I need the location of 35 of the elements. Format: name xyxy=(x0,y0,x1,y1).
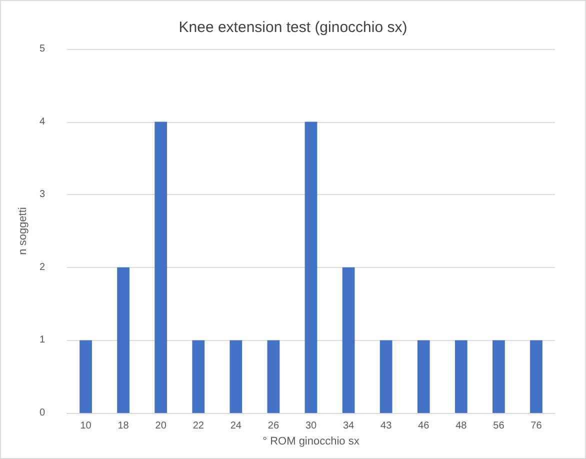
bar xyxy=(80,340,92,413)
y-tick-label: 3 xyxy=(39,189,46,200)
bar xyxy=(492,340,505,413)
x-tick-label: 48 xyxy=(456,420,468,432)
bar xyxy=(417,340,430,413)
bar xyxy=(117,267,130,413)
bar xyxy=(380,340,392,413)
y-axis-title: n soggetti xyxy=(17,207,30,255)
x-tick-label: 24 xyxy=(230,420,242,432)
x-tick-label: 10 xyxy=(80,420,92,432)
bar xyxy=(267,340,280,413)
bar xyxy=(230,340,242,413)
bar xyxy=(154,122,168,413)
bar xyxy=(192,340,205,413)
y-tick-label: 0 xyxy=(39,408,46,418)
bar xyxy=(342,267,355,413)
bar xyxy=(530,340,542,413)
bar xyxy=(454,340,468,413)
x-tick-label: 26 xyxy=(268,420,280,432)
x-tick-label: 30 xyxy=(305,420,317,432)
y-tick-label: 4 xyxy=(39,116,46,128)
x-tick-label: 43 xyxy=(380,420,392,432)
x-tick-label: 20 xyxy=(155,420,167,432)
x-tick-label: 46 xyxy=(418,420,430,432)
x-tick-label: 56 xyxy=(493,420,505,432)
x-tick-label: 18 xyxy=(118,420,130,432)
chart-title: Knee extension test (ginocchio sx) xyxy=(178,19,408,36)
x-axis-title: ° ROM ginocchio sx xyxy=(262,435,360,448)
y-tick-label: 2 xyxy=(39,262,46,273)
y-tick-label: 5 xyxy=(39,44,46,54)
x-tick-label: 76 xyxy=(530,420,542,432)
y-tick-label: 1 xyxy=(39,334,46,346)
bar xyxy=(304,122,318,413)
x-tick-label: 34 xyxy=(342,420,355,432)
x-tick-label: 22 xyxy=(192,420,204,432)
